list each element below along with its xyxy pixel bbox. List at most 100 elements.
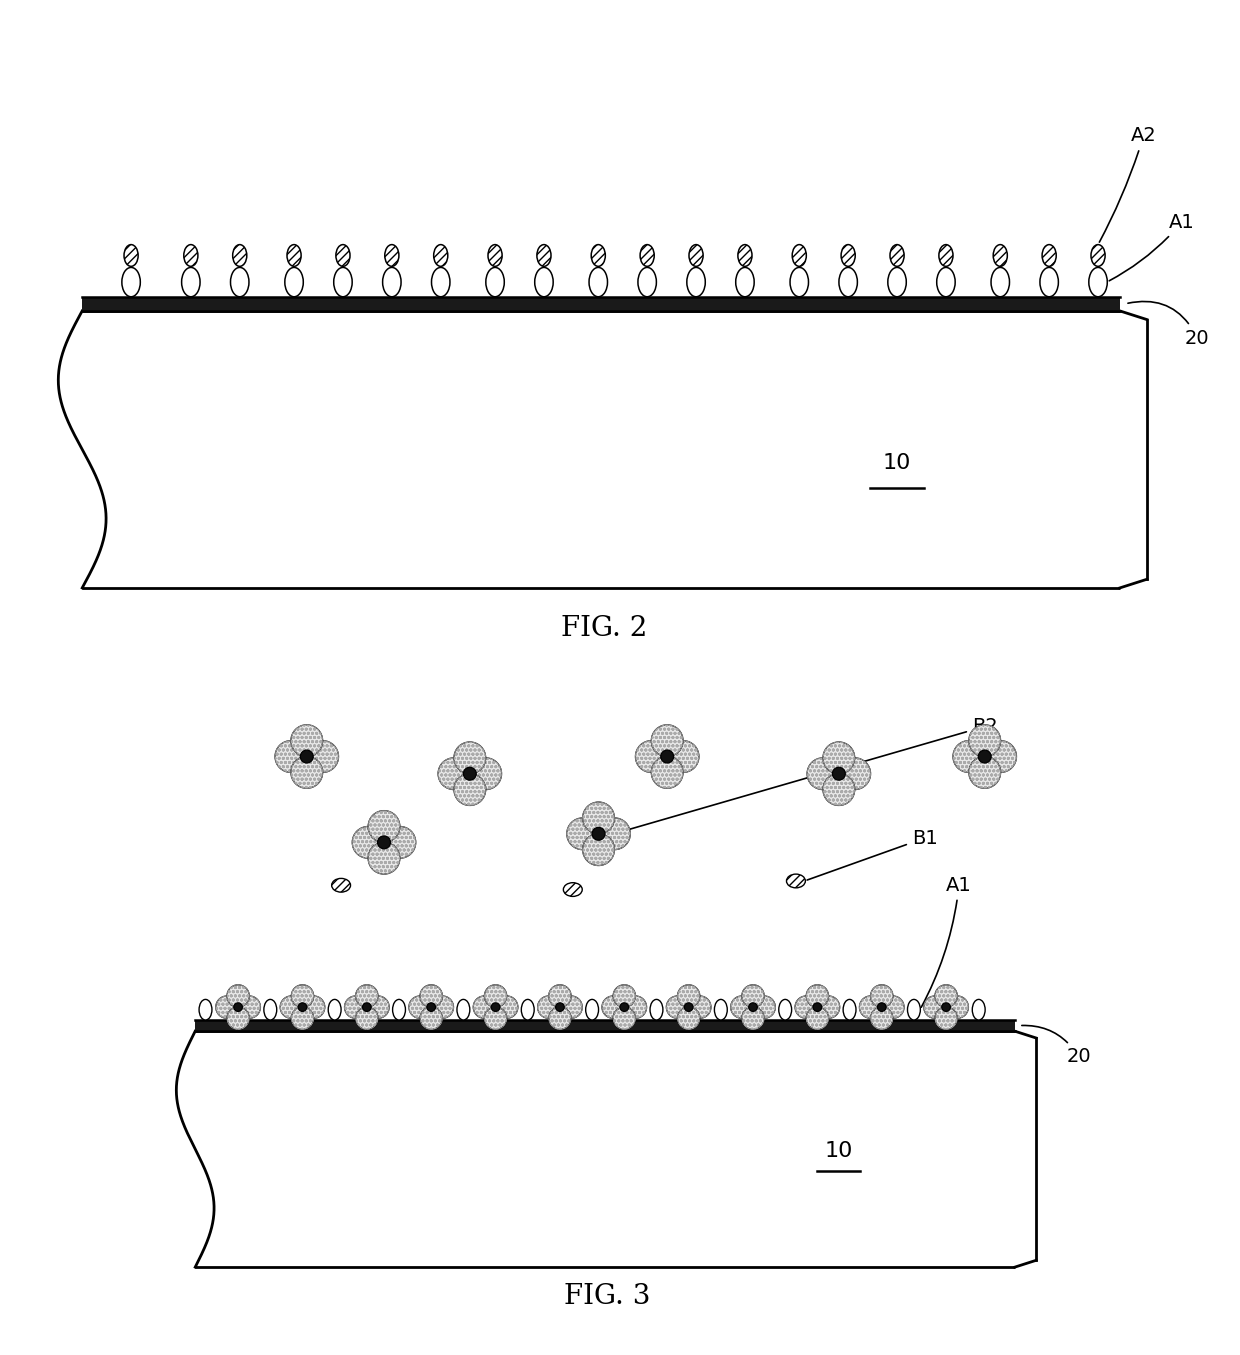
Ellipse shape <box>591 245 605 267</box>
Circle shape <box>813 1003 822 1011</box>
Circle shape <box>968 756 1001 789</box>
Text: B2: B2 <box>616 717 998 833</box>
Circle shape <box>882 996 904 1019</box>
Circle shape <box>924 996 946 1019</box>
Ellipse shape <box>890 245 904 267</box>
Text: 10: 10 <box>883 453 911 473</box>
Circle shape <box>985 741 1017 772</box>
Circle shape <box>661 751 673 763</box>
Text: 10: 10 <box>825 1141 853 1161</box>
Circle shape <box>409 996 432 1019</box>
Ellipse shape <box>640 245 655 267</box>
Circle shape <box>491 1003 500 1011</box>
Ellipse shape <box>122 267 140 297</box>
Circle shape <box>666 996 688 1019</box>
Ellipse shape <box>650 1000 663 1020</box>
Ellipse shape <box>689 245 703 267</box>
Circle shape <box>946 996 968 1019</box>
Ellipse shape <box>200 1000 212 1020</box>
Ellipse shape <box>184 245 198 267</box>
Ellipse shape <box>181 267 200 297</box>
Circle shape <box>227 985 249 1007</box>
Circle shape <box>583 833 615 866</box>
Ellipse shape <box>489 245 502 267</box>
Circle shape <box>635 741 667 772</box>
Ellipse shape <box>738 245 751 267</box>
Circle shape <box>420 985 443 1007</box>
Ellipse shape <box>972 1000 985 1020</box>
Circle shape <box>432 996 454 1019</box>
Ellipse shape <box>936 267 955 297</box>
Circle shape <box>291 985 314 1007</box>
Ellipse shape <box>939 245 954 267</box>
Text: A2: A2 <box>1100 126 1157 243</box>
Ellipse shape <box>537 245 551 267</box>
Circle shape <box>583 802 615 833</box>
Circle shape <box>291 725 322 756</box>
Circle shape <box>795 996 817 1019</box>
Circle shape <box>377 836 391 848</box>
Circle shape <box>870 1007 893 1030</box>
Ellipse shape <box>735 267 754 297</box>
Circle shape <box>549 1007 572 1030</box>
Ellipse shape <box>336 245 350 267</box>
Circle shape <box>567 818 599 850</box>
Ellipse shape <box>331 878 351 892</box>
Circle shape <box>684 1003 693 1011</box>
Ellipse shape <box>383 267 401 297</box>
Ellipse shape <box>786 874 805 888</box>
Text: 20: 20 <box>1128 301 1209 347</box>
Circle shape <box>291 756 322 789</box>
Circle shape <box>859 996 882 1019</box>
Ellipse shape <box>286 245 301 267</box>
Bar <box>195 1020 1014 1031</box>
Circle shape <box>599 818 630 850</box>
Circle shape <box>298 1003 306 1011</box>
Circle shape <box>496 996 518 1019</box>
Ellipse shape <box>839 267 857 297</box>
Ellipse shape <box>434 245 448 267</box>
Circle shape <box>485 985 507 1007</box>
Text: FIG. 2: FIG. 2 <box>560 615 647 642</box>
Circle shape <box>878 1003 887 1011</box>
Circle shape <box>362 1003 371 1011</box>
Circle shape <box>742 985 764 1007</box>
Circle shape <box>306 741 339 772</box>
Ellipse shape <box>843 1000 856 1020</box>
Circle shape <box>613 1007 635 1030</box>
Circle shape <box>474 996 496 1019</box>
Circle shape <box>832 767 846 780</box>
Ellipse shape <box>589 267 608 297</box>
Circle shape <box>807 757 838 790</box>
Circle shape <box>838 757 870 790</box>
Ellipse shape <box>285 267 304 297</box>
Circle shape <box>978 751 991 763</box>
Circle shape <box>935 985 957 1007</box>
Text: A1: A1 <box>921 875 972 1007</box>
Ellipse shape <box>792 245 806 267</box>
Text: A1: A1 <box>1110 213 1194 280</box>
Circle shape <box>227 1007 249 1030</box>
Circle shape <box>216 996 238 1019</box>
Ellipse shape <box>486 267 505 297</box>
Ellipse shape <box>1091 245 1105 267</box>
Circle shape <box>352 827 384 858</box>
Circle shape <box>454 774 486 805</box>
Ellipse shape <box>124 245 138 267</box>
Circle shape <box>464 767 476 780</box>
Circle shape <box>730 996 753 1019</box>
Ellipse shape <box>1089 267 1107 297</box>
Circle shape <box>427 1003 435 1011</box>
Circle shape <box>238 996 260 1019</box>
Ellipse shape <box>521 1000 534 1020</box>
Circle shape <box>280 996 303 1019</box>
Ellipse shape <box>779 1000 791 1020</box>
Circle shape <box>368 810 399 843</box>
Circle shape <box>806 985 828 1007</box>
Circle shape <box>538 996 560 1019</box>
Circle shape <box>613 985 635 1007</box>
Ellipse shape <box>1042 245 1056 267</box>
Ellipse shape <box>714 1000 728 1020</box>
Circle shape <box>677 1007 699 1030</box>
Circle shape <box>624 996 646 1019</box>
